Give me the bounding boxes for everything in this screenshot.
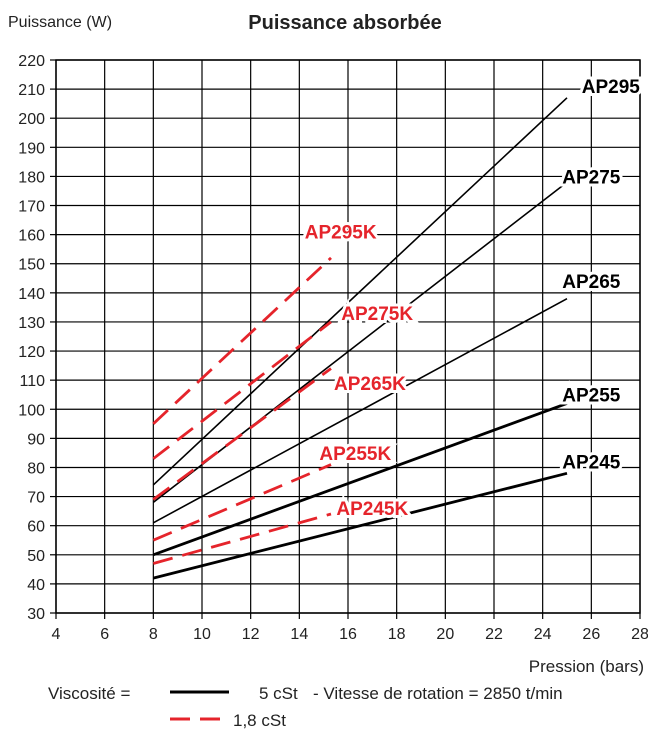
- y-tick-label: 40: [27, 577, 45, 594]
- series-line-ap245: [152, 471, 568, 580]
- series-line-ap295k: [152, 256, 332, 425]
- x-tick-label: 6: [100, 626, 109, 643]
- x-tick-label: 22: [485, 626, 503, 643]
- y-tick-label: 90: [27, 431, 45, 448]
- x-tick-label: 28: [631, 626, 648, 643]
- grid: [50, 59, 641, 619]
- y-tick-label: 140: [18, 286, 45, 303]
- x-tick-label: 14: [290, 626, 308, 643]
- series-labels: AP295 AP275 AP265 AP255 AP245 AP295K AP275K AP2…: [302, 74, 643, 523]
- series-line-ap245k: [152, 512, 332, 565]
- y-tick-label: 170: [18, 199, 45, 216]
- y-tick-label: 160: [18, 228, 45, 245]
- y-tick-label: 50: [27, 548, 45, 565]
- series-lines: [152, 97, 568, 580]
- series-line-ap265k: [152, 367, 332, 501]
- series-label-ap245: AP245: [562, 453, 621, 474]
- x-tick-label: 24: [534, 626, 552, 643]
- series-label-ap295: AP295: [582, 77, 641, 98]
- x-tick-label: 18: [388, 626, 406, 643]
- plot-frame: [55, 59, 641, 614]
- y-tick-label: 210: [18, 82, 45, 99]
- series-line-ap255: [152, 402, 568, 557]
- series-line-ap275: [152, 181, 568, 504]
- series-label-ap275k: AP275K: [341, 304, 413, 325]
- x-axis-title: Pression (bars): [529, 657, 644, 676]
- series-label-ap295k: AP295K: [305, 223, 377, 244]
- y-tick-label: 130: [18, 315, 45, 332]
- series-label-ap245k: AP245K: [336, 499, 408, 520]
- y-tick-label: 180: [18, 169, 45, 186]
- y-tick-label: 120: [18, 344, 45, 361]
- series-line-ap275k: [152, 320, 332, 460]
- y-tick-label: 30: [27, 606, 45, 623]
- x-tick-label: 12: [242, 626, 260, 643]
- x-tick-label: 26: [582, 626, 600, 643]
- y-tick-label: 190: [18, 140, 45, 157]
- x-tick-label: 16: [339, 626, 357, 643]
- series-label-ap275: AP275: [562, 167, 621, 188]
- x-tick-label: 20: [436, 626, 454, 643]
- x-tick-label: 8: [149, 626, 158, 643]
- y-tick-label: 150: [18, 257, 45, 274]
- series-label-ap265: AP265: [562, 272, 621, 293]
- series-line-ap265: [152, 297, 568, 524]
- y-tick-label: 200: [18, 111, 45, 128]
- legend-dashed-label: 1,8 cSt: [233, 711, 286, 730]
- series-label-ap255: AP255: [562, 386, 621, 407]
- y-tick-label: 70: [27, 490, 45, 507]
- y-tick-label: 80: [27, 460, 45, 477]
- chart-title: Puissance absorbée: [248, 12, 441, 34]
- series-line-ap295: [152, 97, 568, 486]
- y-axis-title: Puissance (W): [8, 14, 112, 31]
- y-tick-label: 100: [18, 402, 45, 419]
- legend: Viscosité = 5 cSt - Vitesse de rotation …: [48, 684, 563, 730]
- legend-solid-label: 5 cSt: [259, 684, 298, 703]
- y-tick-label: 110: [19, 373, 45, 390]
- y-tick-label: 220: [18, 53, 45, 70]
- series-label-ap265k: AP265K: [334, 374, 406, 395]
- x-tick-label: 10: [193, 626, 211, 643]
- tick-labels: 30 40 50 60 70 80 90 100 110 120 130 140 150 160 170 18…: [18, 53, 648, 643]
- legend-viscosity-label: Viscosité =: [48, 684, 130, 703]
- series-label-ap255k: AP255K: [319, 444, 391, 465]
- series-line-ap255k: [152, 463, 332, 542]
- x-tick-label: 4: [52, 626, 61, 643]
- y-tick-label: 60: [27, 519, 45, 536]
- legend-speed-note: - Vitesse de rotation = 2850 t/min: [313, 684, 563, 703]
